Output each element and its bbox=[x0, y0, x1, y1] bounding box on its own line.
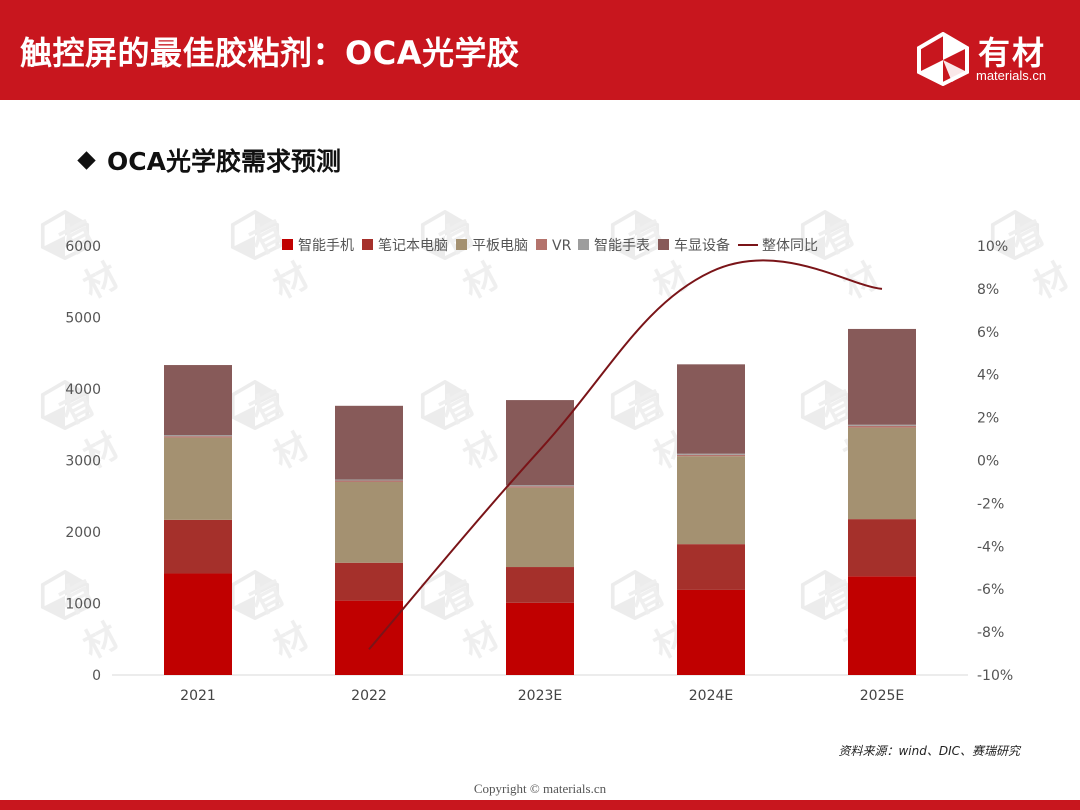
bar-segment bbox=[506, 602, 574, 675]
oca-demand-chart: 6000 5000 4000 3000 2000 1000 0 10% 8% 6% 4% 2% 0% -2… bbox=[65, 237, 1013, 704]
bar-segment bbox=[848, 424, 916, 426]
bar-segment bbox=[848, 425, 916, 428]
bar-segment bbox=[335, 479, 403, 481]
bar-segment bbox=[848, 576, 916, 675]
bar-segment bbox=[848, 427, 916, 520]
legend-label: 整体同比 bbox=[762, 238, 818, 254]
header-bar: 触控屏的最佳胶粘剂：OCA光学胶 有材 materials.cn bbox=[0, 0, 1080, 100]
right-axis-tick-label: -10% bbox=[977, 668, 1013, 684]
left-axis-tick-label: 5000 bbox=[65, 311, 101, 327]
bar-segment bbox=[848, 519, 916, 577]
bar-segment bbox=[164, 437, 232, 520]
left-axis-tick-label: 3000 bbox=[65, 454, 101, 470]
x-axis-category-label: 2023E bbox=[518, 688, 562, 704]
right-axis-tick-label: 6% bbox=[977, 325, 999, 341]
bar-segment bbox=[677, 456, 745, 545]
legend-swatch bbox=[282, 239, 293, 250]
page-title: 触控屏的最佳胶粘剂：OCA光学胶 bbox=[20, 34, 520, 72]
left-axis-tick-label: 1000 bbox=[65, 597, 101, 613]
brand-logo: 有材 materials.cn bbox=[916, 30, 1066, 86]
bar-segment bbox=[848, 328, 916, 425]
logo-text-cn: 有材 bbox=[978, 34, 1047, 72]
legend-label: 车显设备 bbox=[674, 237, 730, 254]
legend-label: 平板电脑 bbox=[472, 238, 528, 254]
right-axis-tick-label: -4% bbox=[977, 539, 1004, 555]
bar-segment bbox=[164, 436, 232, 438]
chart-subtitle: OCA光学胶需求预测 bbox=[77, 142, 341, 178]
left-axis-tick-label: 4000 bbox=[65, 382, 101, 398]
legend-swatch bbox=[658, 239, 669, 250]
bar-segment bbox=[164, 365, 232, 436]
x-axis-category-label: 2021 bbox=[180, 688, 216, 704]
legend-swatch bbox=[536, 239, 547, 250]
bar-segment bbox=[506, 486, 574, 488]
legend-swatch bbox=[362, 239, 373, 250]
bar-segment bbox=[164, 435, 232, 437]
legend-label: 笔记本电脑 bbox=[378, 238, 448, 254]
right-axis-tick-label: -8% bbox=[977, 625, 1004, 641]
bar-segment bbox=[506, 485, 574, 487]
left-axis-tick-label: 0 bbox=[92, 668, 101, 684]
bar-segment bbox=[335, 600, 403, 675]
bar-segment bbox=[164, 573, 232, 675]
right-axis-tick-label: 4% bbox=[977, 368, 999, 384]
bar-segment bbox=[335, 481, 403, 563]
legend-label: 智能手表 bbox=[594, 238, 650, 254]
bar-segment bbox=[677, 589, 745, 675]
copyright-text: Copyright © materials.cn bbox=[473, 781, 607, 796]
subtitle-text: OCA光学胶需求预测 bbox=[107, 147, 341, 176]
bar-segment bbox=[335, 480, 403, 482]
right-axis-tick-label: 10% bbox=[977, 239, 1008, 255]
bar-segment bbox=[506, 400, 574, 486]
left-axis-tick-label: 6000 bbox=[65, 239, 101, 255]
legend-label: 智能手机 bbox=[298, 238, 354, 254]
bar-segment bbox=[677, 453, 745, 455]
legend-label: VR bbox=[552, 238, 572, 254]
bar-segment bbox=[506, 487, 574, 568]
right-axis-tick-label: -2% bbox=[977, 496, 1004, 512]
logo-text-en: materials.cn bbox=[976, 68, 1047, 83]
bar-segment bbox=[164, 519, 232, 574]
right-axis-tick-label: -6% bbox=[977, 582, 1004, 598]
bar-segment bbox=[335, 562, 403, 601]
x-axis-category-label: 2022 bbox=[351, 688, 387, 704]
bar-segment bbox=[335, 405, 403, 480]
legend-swatch bbox=[578, 239, 589, 250]
logo-icon bbox=[917, 32, 969, 86]
diamond-bullet-icon bbox=[77, 151, 96, 170]
bar-segment bbox=[506, 567, 574, 603]
right-axis-tick-label: 8% bbox=[977, 282, 999, 298]
bar-segment bbox=[677, 454, 745, 457]
footer-bar bbox=[0, 800, 1080, 810]
bar-segment bbox=[677, 544, 745, 590]
yoy-growth-line bbox=[368, 259, 883, 650]
bar-segment bbox=[677, 364, 745, 454]
left-axis-tick-label: 2000 bbox=[65, 525, 101, 541]
right-axis-tick-label: 2% bbox=[977, 411, 999, 427]
x-axis-category-label: 2024E bbox=[689, 688, 733, 704]
source-note: 资料来源：wind、DIC、赛瑞研究 bbox=[838, 744, 1020, 758]
right-axis-tick-label: 0% bbox=[977, 454, 999, 470]
x-axis-category-label: 2025E bbox=[860, 688, 904, 704]
legend-swatch bbox=[456, 239, 467, 250]
